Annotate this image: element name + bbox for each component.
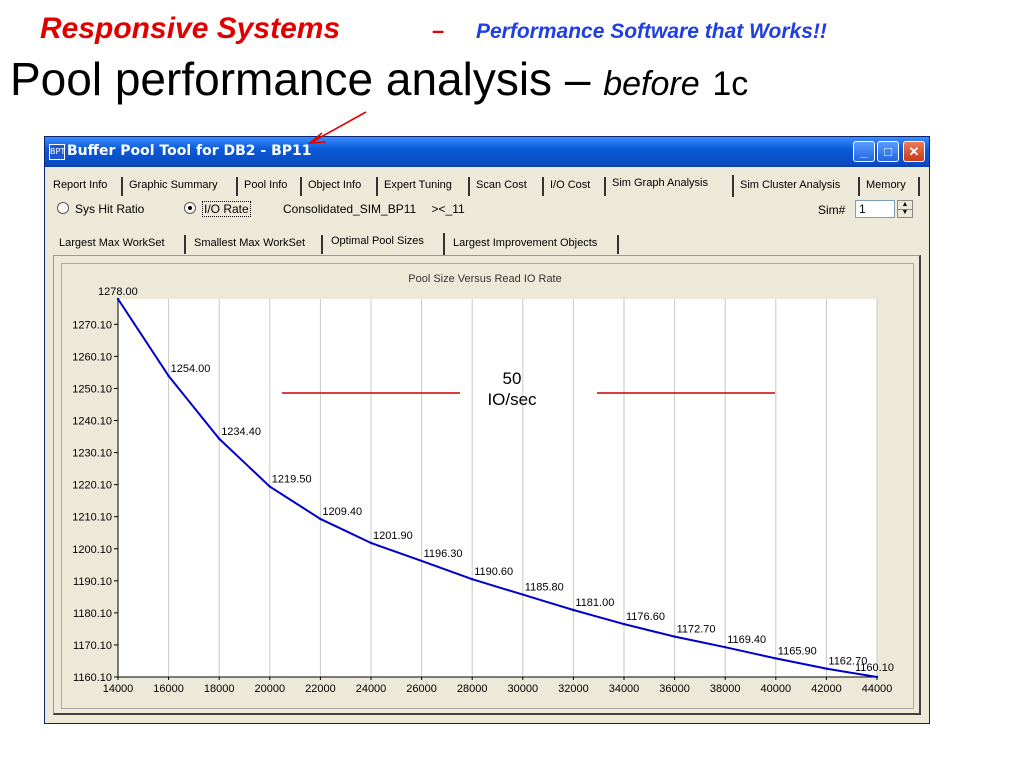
tab-object-info[interactable]: Object Info (304, 177, 378, 196)
brand-text: Responsive Systems (40, 12, 341, 45)
annotation-value: 50 (502, 369, 522, 388)
radio-io-rate[interactable]: I/O Rate (184, 201, 251, 217)
slide-title-suffix: 1c (712, 65, 749, 103)
subtab-largest-max-workset[interactable]: Largest Max WorkSet (53, 235, 186, 254)
subtab-smallest-max-workset[interactable]: Smallest Max WorkSet (188, 235, 323, 254)
tab-report-info[interactable]: Report Info (49, 177, 123, 196)
radio-sys-hit-ratio-label: Sys Hit Ratio (75, 202, 145, 216)
slide-title-main: Pool performance analysis – (10, 53, 591, 105)
maximize-button[interactable]: □ (877, 141, 899, 162)
annotation-unit: IO/sec (487, 390, 537, 409)
maximize-icon: □ (884, 144, 892, 159)
sim-number-stepper[interactable]: ▲ ▼ (897, 200, 913, 218)
tab-io-cost[interactable]: I/O Cost (546, 177, 606, 196)
consolidated-label: Consolidated_SIM_BP11 ><_11 (283, 202, 465, 216)
minimize-icon: _ (860, 144, 868, 159)
tab-graphic-summary[interactable]: Graphic Summary (125, 177, 238, 196)
chart-panel (53, 255, 921, 715)
close-icon: ✕ (908, 144, 920, 159)
window-title: Buffer Pool Tool for DB2 - BP11 (67, 143, 312, 159)
sim-number-label: Sim# (818, 203, 846, 217)
app-window: BPT Buffer Pool Tool for DB2 - BP11 _ □ … (44, 136, 930, 724)
consolidated-name: Consolidated_SIM_BP11 (283, 202, 417, 216)
radio-sys-hit-ratio[interactable]: Sys Hit Ratio (57, 202, 144, 216)
spin-up-icon[interactable]: ▲ (898, 201, 912, 210)
annotation-50-io-sec: 50 IO/sec (460, 368, 564, 410)
radio-unchecked-icon (57, 202, 69, 214)
analysis-subtabs: Largest Max WorkSet Smallest Max WorkSet… (53, 233, 921, 255)
radio-checked-icon (184, 202, 196, 214)
tab-pool-info[interactable]: Pool Info (240, 177, 302, 196)
tagline-text: Performance Software that Works!! (476, 20, 827, 43)
app-icon: BPT (49, 144, 65, 160)
slide-title: Pool performance analysis – before 1c (10, 52, 748, 106)
consolidated-range: ><_11 (431, 202, 465, 216)
sim-number-field[interactable]: 1 (855, 200, 895, 218)
subtab-largest-improvement-objects[interactable]: Largest Improvement Objects (447, 235, 619, 254)
tab-memory[interactable]: Memory (862, 177, 920, 196)
slide-title-emphasis: before (603, 65, 700, 103)
main-tabs: Report Info Graphic Summary Pool Info Ob… (49, 175, 925, 197)
tab-expert-tuning[interactable]: Expert Tuning (380, 177, 470, 196)
spin-down-icon[interactable]: ▼ (901, 209, 909, 216)
subtab-optimal-pool-sizes[interactable]: Optimal Pool Sizes (325, 233, 445, 255)
close-button[interactable]: ✕ (903, 141, 925, 162)
slide-header: Responsive Systems – Performance Softwar… (0, 12, 1024, 46)
tab-scan-cost[interactable]: Scan Cost (472, 177, 544, 196)
radio-io-rate-label: I/O Rate (202, 201, 251, 217)
minimize-button[interactable]: _ (853, 141, 875, 162)
tab-sim-cluster-analysis[interactable]: Sim Cluster Analysis (736, 177, 860, 196)
plot-frame (61, 263, 914, 709)
title-bar[interactable]: BPT Buffer Pool Tool for DB2 - BP11 _ □ … (45, 137, 929, 167)
header-dash: – (432, 18, 445, 43)
tab-sim-graph-analysis[interactable]: Sim Graph Analysis (608, 175, 734, 197)
